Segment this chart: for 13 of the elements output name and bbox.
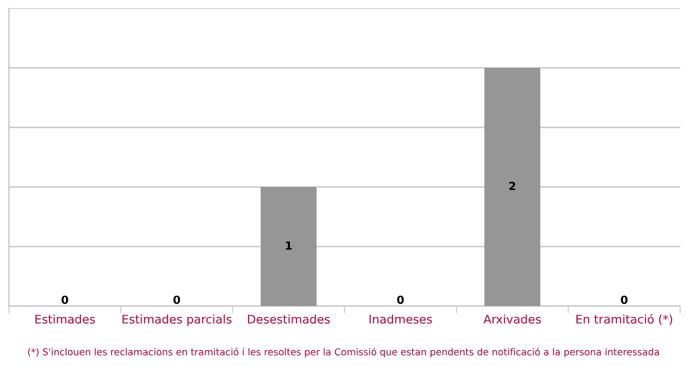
data-label: 0 xyxy=(173,296,180,304)
x-tick-label: Desestimades xyxy=(248,314,330,324)
data-label: 0 xyxy=(62,296,68,304)
x-tick-label: Arxivades xyxy=(483,314,541,324)
data-label: 2 xyxy=(509,182,516,190)
data-label: 0 xyxy=(620,296,628,304)
data-label: 0 xyxy=(397,296,404,304)
x-tick-label: Estimades parcials xyxy=(122,314,232,326)
x-tick-label: Estimades xyxy=(35,314,95,324)
data-label: 1 xyxy=(286,242,292,250)
text: (*) S'inclouen les reclamacions en tramitació i les resoltes per la Comissió que estan pendents de notificació a la persona interessada xyxy=(28,348,659,358)
x-tick-label: Inadmeses xyxy=(370,314,432,324)
x-tick-label: En tramitació (*) xyxy=(576,314,672,325)
